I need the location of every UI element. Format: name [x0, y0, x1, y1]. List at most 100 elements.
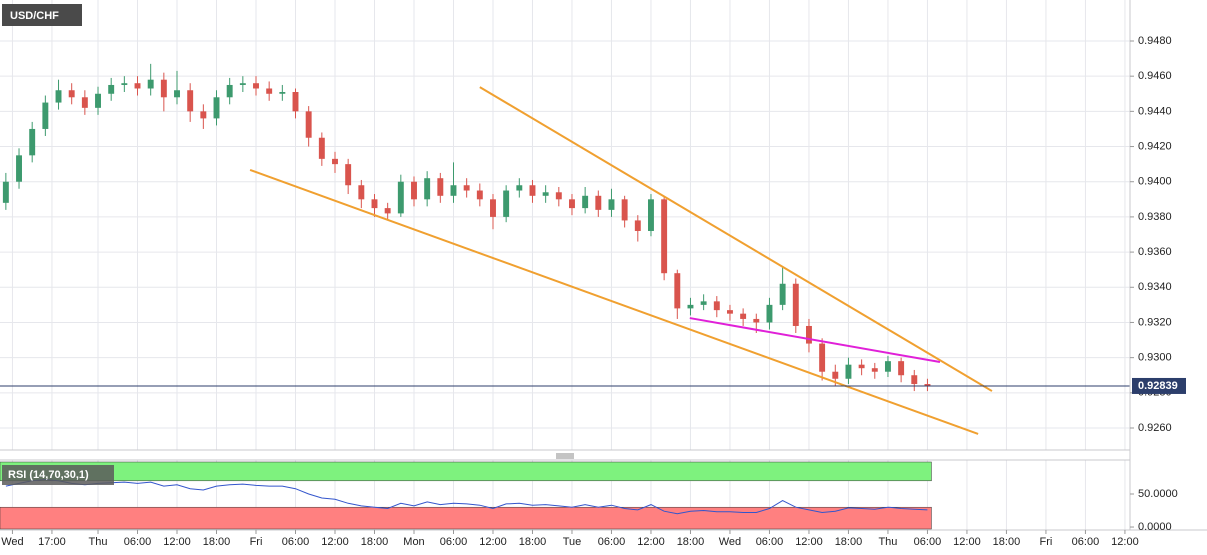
- x-tick-label: Thu: [89, 536, 108, 548]
- candle-body: [924, 384, 931, 386]
- y-tick-label: 50.0000: [1138, 488, 1178, 500]
- symbol-box: [2, 4, 82, 26]
- candle-body: [884, 361, 891, 372]
- indicator-box: [2, 465, 114, 485]
- candle-body: [437, 178, 444, 196]
- x-tick-label: Thu: [878, 536, 897, 548]
- candle-body: [700, 301, 707, 305]
- candle-body: [279, 92, 286, 94]
- candle-body: [358, 185, 365, 200]
- y-tick-label: 0.9360: [1138, 246, 1172, 258]
- candle-body: [845, 364, 852, 379]
- x-tick-label: 12:00: [321, 536, 349, 548]
- y-tick-label: 0.9320: [1138, 316, 1172, 328]
- indicator-title: RSI (14,70,30,1): [8, 469, 89, 481]
- candle-body: [397, 181, 404, 214]
- candle-body: [213, 97, 220, 119]
- x-tick-label: Wed: [1, 536, 23, 548]
- x-tick-label: 12:00: [163, 536, 191, 548]
- x-tick-label: Tue: [563, 536, 582, 548]
- candle-body: [332, 158, 338, 165]
- y-tick-label: 0.9300: [1138, 352, 1172, 364]
- candle-body: [476, 190, 483, 200]
- candle-body: [727, 310, 733, 314]
- x-tick-label: 18:00: [677, 536, 705, 548]
- oversold-band: [0, 506, 932, 530]
- candle-body: [411, 181, 417, 200]
- overbought-band: [0, 461, 932, 482]
- candle-body: [621, 199, 628, 221]
- candle-body: [384, 208, 391, 214]
- y-tick-label: 0.9380: [1138, 211, 1172, 223]
- x-tick-label: 18:00: [835, 536, 863, 548]
- candle-body: [792, 283, 799, 326]
- candle-body: [713, 301, 720, 311]
- x-tick-label: 06:00: [124, 536, 152, 548]
- candle-body: [490, 199, 496, 217]
- candle-body: [555, 192, 562, 200]
- candle-body: [779, 283, 786, 305]
- candle-body: [147, 79, 154, 89]
- candle-body: [766, 304, 773, 323]
- candle-body: [55, 90, 62, 103]
- candle-body: [911, 375, 918, 385]
- candle-body: [160, 79, 167, 98]
- x-tick-label: 12:00: [479, 536, 507, 548]
- y-tick-label: 0.0000: [1138, 521, 1172, 533]
- rsi-line: [5, 478, 928, 515]
- y-tick-label: 0.9420: [1138, 140, 1172, 152]
- candle-body: [345, 164, 352, 186]
- candle-body: [819, 343, 826, 372]
- x-tick-label: 18:00: [361, 536, 389, 548]
- candle-body: [42, 102, 49, 129]
- candle-body: [81, 97, 88, 108]
- x-tick-label: Fri: [1040, 536, 1053, 548]
- candle-body: [608, 199, 615, 210]
- candle-body: [305, 111, 312, 138]
- candle-body: [463, 185, 470, 191]
- candle-body: [542, 192, 549, 196]
- y-tick-label: 0.9400: [1138, 176, 1172, 188]
- candle-body: [371, 199, 378, 209]
- candle-body: [898, 361, 905, 376]
- candle-body: [68, 90, 75, 98]
- candle-body: [648, 199, 654, 231]
- trend-line: [479, 86, 993, 392]
- x-tick-label: 12:00: [953, 536, 981, 548]
- candle-body: [569, 199, 575, 209]
- x-tick-label: 06:00: [756, 536, 784, 548]
- candle-body: [318, 137, 325, 159]
- candle-body: [174, 90, 180, 98]
- last-price-label: 0.92839: [1138, 380, 1178, 392]
- candle-body: [529, 185, 536, 196]
- candle-body: [687, 304, 694, 309]
- x-tick-label: 12:00: [1111, 536, 1139, 548]
- candle-body: [2, 181, 9, 203]
- candle-body: [226, 84, 233, 98]
- candle-body: [134, 83, 141, 89]
- candle-body: [200, 111, 207, 119]
- x-tick-label: 06:00: [598, 536, 626, 548]
- chart-title: USD/CHF: [10, 10, 59, 22]
- last-price-box: [1132, 377, 1186, 394]
- y-tick-label: 0.9460: [1138, 70, 1172, 82]
- candle-body: [634, 220, 641, 231]
- candle-body: [121, 83, 128, 85]
- panel-handle[interactable]: [556, 453, 574, 459]
- x-tick-label: 06:00: [1072, 536, 1100, 548]
- candle-body: [871, 368, 878, 372]
- candle-body: [292, 92, 299, 112]
- candle-body: [108, 84, 115, 94]
- trend-line: [249, 168, 979, 435]
- candle-body: [16, 155, 22, 182]
- x-tick-label: 18:00: [519, 536, 547, 548]
- candle-body: [424, 178, 431, 200]
- x-tick-label: 18:00: [203, 536, 231, 548]
- y-tick-label: 0.9340: [1138, 281, 1172, 293]
- y-tick-label: 0.9480: [1138, 35, 1172, 47]
- x-tick-label: Wed: [719, 536, 741, 548]
- x-tick-label: 12:00: [795, 536, 823, 548]
- x-tick-label: 18:00: [993, 536, 1021, 548]
- candle-body: [805, 325, 812, 344]
